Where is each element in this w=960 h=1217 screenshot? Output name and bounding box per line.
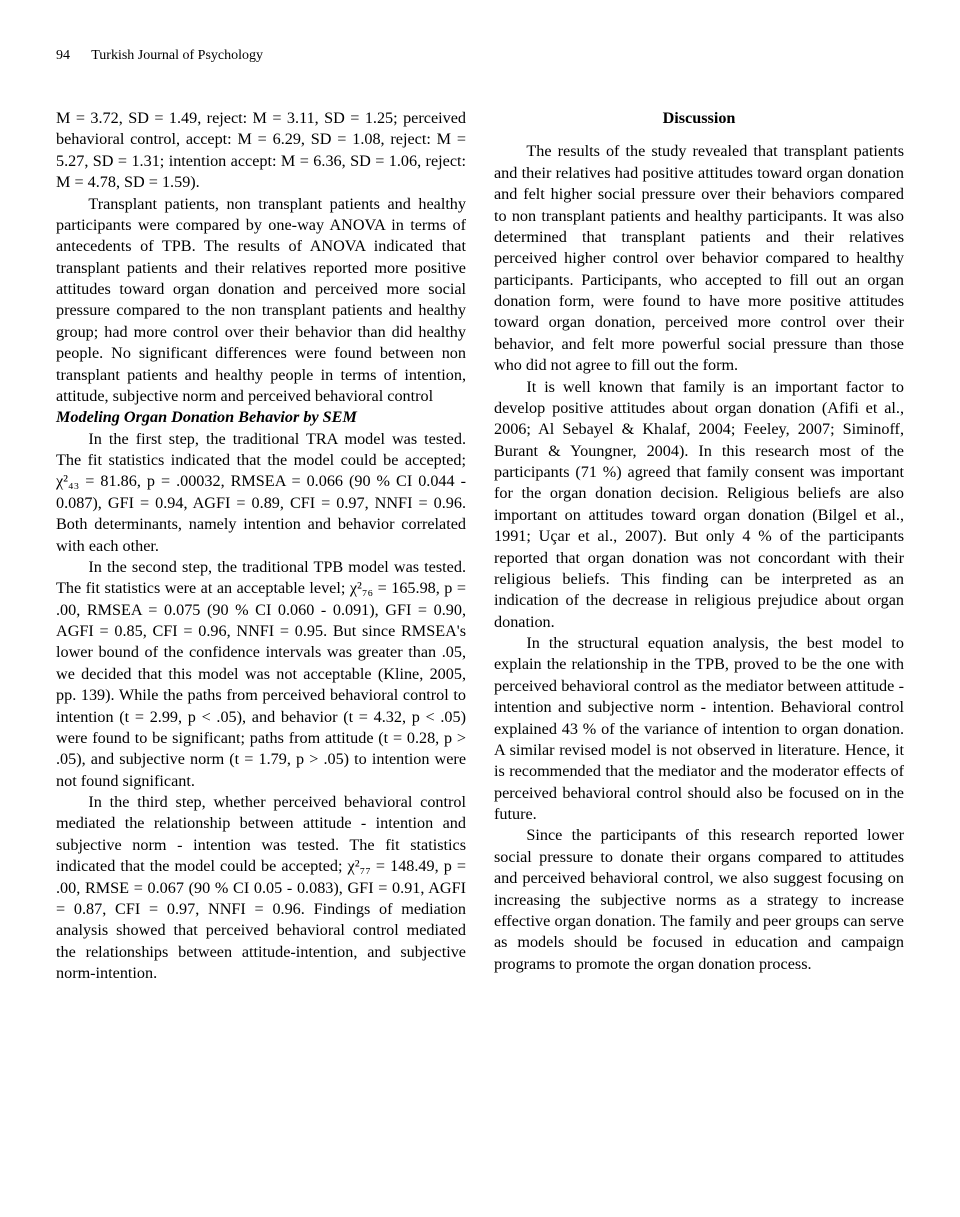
paragraph: In the second step, the traditional TPB …	[56, 557, 466, 792]
paragraph: Transplant patients, non transplant pati…	[56, 194, 466, 408]
body-columns: M = 3.72, SD = 1.49, reject: M = 3.11, S…	[56, 108, 904, 984]
paragraph: M = 3.72, SD = 1.49, reject: M = 3.11, S…	[56, 108, 466, 194]
running-header: 94 Turkish Journal of Psychology	[56, 48, 904, 64]
paragraph: The results of the study revealed that t…	[494, 141, 904, 376]
page-number: 94	[56, 48, 70, 64]
section-heading: Modeling Organ Donation Behavior by SEM	[56, 407, 466, 428]
paragraph: It is well known that family is an impor…	[494, 377, 904, 634]
paragraph: In the structural equation analysis, the…	[494, 633, 904, 825]
journal-title: Turkish Journal of Psychology	[91, 48, 263, 63]
section-heading: Discussion	[494, 108, 904, 129]
paragraph: Since the participants of this research …	[494, 825, 904, 975]
paragraph: In the first step, the traditional TRA m…	[56, 429, 466, 557]
paragraph: In the third step, whether perceived beh…	[56, 792, 466, 984]
